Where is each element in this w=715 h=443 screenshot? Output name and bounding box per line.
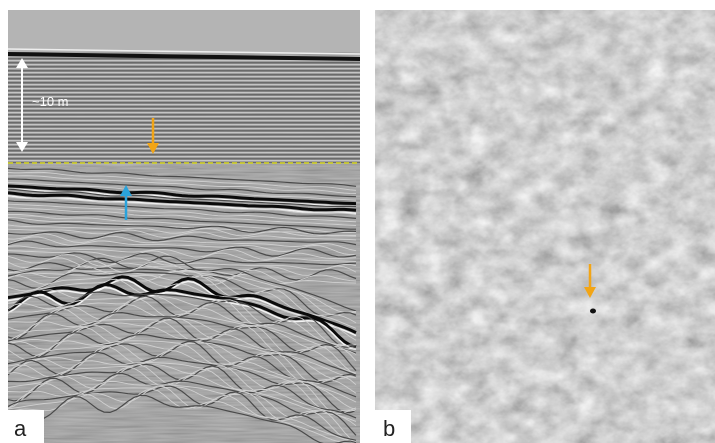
blue-arrow-head (120, 185, 132, 196)
reflector (8, 385, 357, 441)
reflector (8, 184, 357, 206)
reflector (8, 213, 357, 234)
reflector (8, 283, 357, 348)
scale-arrow-head (16, 142, 28, 152)
reflector (8, 364, 357, 413)
reflector (8, 304, 357, 362)
panel-b-texture (375, 10, 715, 443)
reflector (8, 265, 357, 316)
reflector (8, 250, 357, 262)
seafloor-reflector (8, 52, 360, 61)
reflector-highlight (8, 279, 357, 337)
reflector (8, 175, 357, 195)
reflector (8, 298, 357, 355)
reflector (8, 233, 357, 252)
reflector (8, 372, 357, 436)
seafloor-highlight (8, 48, 360, 55)
reflector (8, 311, 357, 372)
reflector (8, 332, 357, 383)
upper-layers (8, 57, 360, 163)
reflector (8, 252, 357, 266)
reflector (8, 343, 357, 403)
reflector (8, 262, 357, 281)
reflector (8, 275, 357, 334)
reflector-highlight (8, 194, 357, 215)
reflector (8, 366, 357, 427)
reflector (8, 196, 357, 215)
reflector (8, 271, 357, 317)
reflector (8, 257, 357, 276)
reflector (8, 210, 356, 230)
panel-label: b (383, 416, 395, 441)
reflector (8, 236, 357, 256)
water-column (8, 10, 360, 52)
reflector (8, 255, 357, 312)
reflector (8, 245, 357, 260)
reflector (8, 295, 357, 354)
reflector (8, 207, 357, 226)
reflector (8, 203, 357, 223)
reflector (8, 178, 357, 198)
reflector (8, 295, 357, 350)
reflector (8, 363, 357, 419)
orange-arrow-head (147, 143, 159, 154)
reflector (8, 217, 356, 237)
scale-arrow-head (16, 58, 28, 68)
reflector (8, 191, 357, 212)
reflector (8, 240, 357, 258)
reflector (8, 380, 357, 443)
panel-label: a (14, 416, 27, 441)
reflector (8, 224, 357, 237)
label-box (375, 410, 411, 443)
reflector (8, 267, 357, 284)
reflector (8, 200, 357, 219)
reflector (8, 317, 357, 376)
reflector (8, 317, 357, 374)
lower-layers (8, 167, 357, 443)
panel-b: b (375, 10, 715, 443)
reflector (8, 171, 357, 191)
reflector (8, 394, 357, 443)
reflector (8, 231, 357, 246)
reflector (8, 254, 357, 271)
panel-a: ~10 m a (8, 10, 360, 443)
reflector (8, 296, 357, 347)
reflector (8, 219, 357, 235)
label-box (8, 410, 44, 443)
reflector (8, 228, 357, 241)
orange-arrow-head (584, 287, 596, 298)
reflector (8, 188, 357, 208)
scale-label: ~10 m (32, 94, 69, 109)
reflector (8, 181, 357, 201)
reflector (8, 278, 357, 341)
reflector (8, 351, 357, 414)
reflector (8, 167, 357, 187)
target-dot (590, 308, 596, 314)
